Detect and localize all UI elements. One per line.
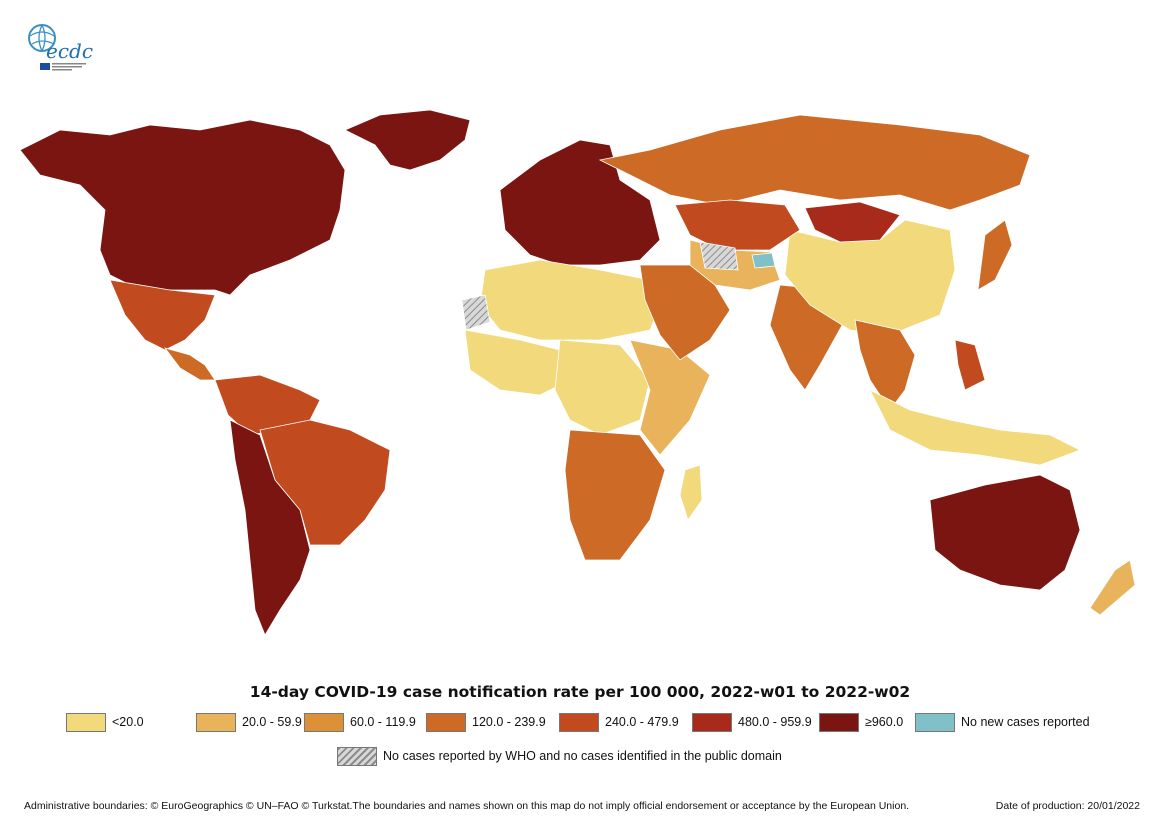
region-central-africa — [554, 339, 651, 436]
legend-item-gte960: ≥960.0 — [819, 712, 915, 732]
region-japan — [977, 219, 1013, 291]
legend-hatch-swatch — [337, 746, 377, 766]
legend-swatch — [692, 712, 732, 732]
legend-label: 240.0 - 479.9 — [605, 715, 679, 729]
legend-swatch — [66, 712, 106, 732]
legend-item-480-959: 480.0 - 959.9 — [692, 712, 819, 732]
legend-label: 120.0 - 239.9 — [472, 715, 546, 729]
region-north-america — [19, 119, 346, 296]
region-greenland — [344, 109, 471, 171]
svg-text:ecdc: ecdc — [46, 39, 93, 63]
legend-swatch — [426, 712, 466, 732]
region-southern-africa — [564, 429, 666, 561]
region-australia — [929, 474, 1081, 591]
legend-swatch — [915, 712, 955, 732]
legend-label: No new cases reported — [961, 715, 1090, 729]
legend-swatch — [819, 712, 859, 732]
legend-item-no-new-cases: No new cases reported — [915, 712, 1090, 732]
region-tajikistan — [751, 252, 776, 269]
region-turkmenistan — [699, 241, 739, 271]
region-north-africa — [479, 259, 661, 341]
legend: <20.0 20.0 - 59.9 60.0 - 119.9 120.0 - 2… — [66, 711, 1090, 733]
region-madagascar — [679, 464, 703, 521]
legend-label: 480.0 - 959.9 — [738, 715, 812, 729]
region-philippines — [954, 339, 986, 391]
legend-item-20-59: 20.0 - 59.9 — [196, 712, 304, 732]
region-southeast-asia — [854, 319, 916, 411]
legend-label: ≥960.0 — [865, 715, 904, 729]
region-mongolia — [804, 201, 901, 243]
region-mexico — [109, 279, 216, 351]
legend-item-240-479: 240.0 - 479.9 — [559, 712, 692, 732]
region-western-sahara — [461, 294, 491, 331]
region-south-america-south — [229, 419, 311, 636]
region-europe — [499, 139, 661, 266]
ecdc-logo: ecdc — [26, 18, 96, 76]
region-indonesia — [869, 389, 1081, 466]
legend-item-lt20: <20.0 — [66, 712, 196, 732]
map-title: 14-day COVID-19 case notification rate p… — [249, 683, 911, 701]
legend-no-data: No cases reported by WHO and no cases id… — [337, 745, 782, 767]
legend-label: 60.0 - 119.9 — [350, 715, 416, 729]
legend-swatch — [196, 712, 236, 732]
legend-label: 20.0 - 59.9 — [242, 715, 302, 729]
legend-swatch — [304, 712, 344, 732]
legend-item-60-119: 60.0 - 119.9 — [304, 712, 426, 732]
footer-disclaimer: Administrative boundaries: © EuroGeograp… — [24, 800, 910, 812]
region-new-zealand — [1089, 559, 1136, 616]
region-central-america — [163, 347, 216, 381]
footer-date: Date of production: 20/01/2022 — [995, 800, 1140, 812]
world-choropleth-map — [19, 109, 1136, 636]
legend-label: <20.0 — [112, 715, 144, 729]
legend-no-data-label: No cases reported by WHO and no cases id… — [383, 749, 782, 763]
legend-item-120-239: 120.0 - 239.9 — [426, 712, 559, 732]
region-russia — [598, 114, 1031, 211]
region-kazakhstan — [674, 199, 801, 251]
legend-swatch — [559, 712, 599, 732]
